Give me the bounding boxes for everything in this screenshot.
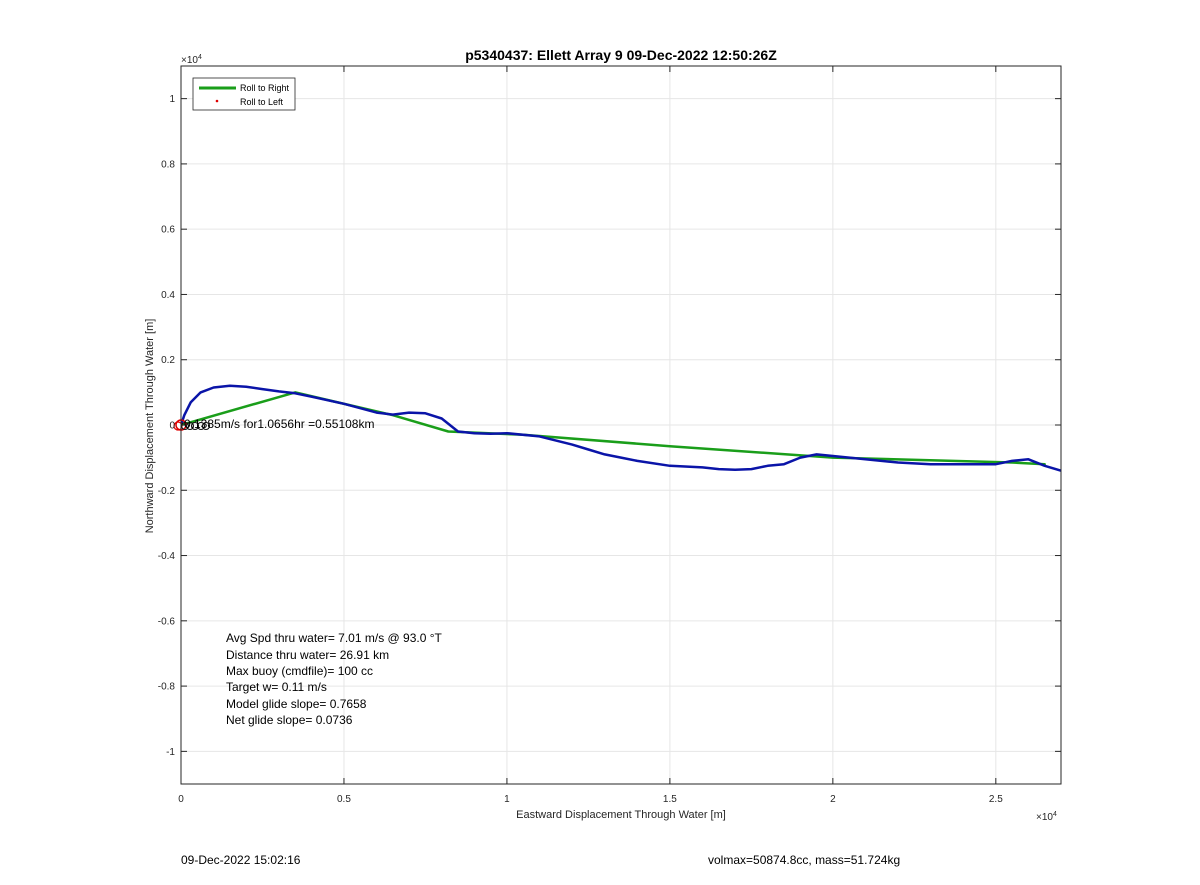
y-tick-label: -0.4 (158, 551, 176, 562)
footer-mass-info: volmax=50874.8cc, mass=51.724kg (708, 853, 901, 867)
grid-lines (180, 66, 1061, 784)
origin-marker-black (201, 421, 211, 431)
x-tick-label: 1.5 (663, 794, 677, 805)
y-tick-label: 0.4 (161, 290, 175, 301)
legend-box (192, 77, 296, 111)
y-tick-label: 0.6 (161, 225, 175, 236)
y-axis-ticks: -1 -0.8 -0.6 -0.4 -0.2 0 0.2 0.4 0.6 0.8 1 (158, 94, 1061, 758)
x-axis-ticks: 0 0.5 1 1.5 2 2.5 (178, 66, 1003, 805)
stats-line-distance: Distance thru water= 26.91 km (226, 648, 389, 662)
x-tick-label: 0 (178, 794, 184, 805)
origin-marker-black (196, 421, 206, 431)
y-tick-label: -0.2 (158, 486, 176, 497)
series-group (181, 384, 1061, 472)
y-tick-label: -1 (166, 747, 175, 758)
y-tick-label: 0.2 (161, 355, 175, 366)
x-tick-label: 2 (830, 794, 836, 805)
stats-line-net-glide: Net glide slope= 0.0736 (226, 713, 353, 727)
x-tick-label: 0.5 (337, 794, 351, 805)
x-tick-label: 1 (504, 794, 510, 805)
y-axis-label: Northward Displacement Through Water [m] (144, 319, 156, 534)
y-tick-label: 0 (169, 421, 175, 432)
stats-line-avg-speed: Avg Spd thru water= 7.01 m/s @ 93.0 °T (226, 631, 443, 645)
legend-swatch-roll-left (215, 99, 219, 103)
chart-title: p5340437: Ellett Array 9 09-Dec-2022 12:… (465, 47, 777, 63)
stats-line-max-buoy: Max buoy (cmdfile)= 100 cc (226, 664, 373, 678)
stats-line-target-w: Target w= 0.11 m/s (226, 680, 327, 694)
origin-annotation: 0.1385m/s for1.0656hr =0.55108km (184, 417, 374, 431)
x-tick-label: 2.5 (989, 794, 1003, 805)
stats-block: Avg Spd thru water= 7.01 m/s @ 93.0 °T D… (226, 631, 443, 727)
y-tick-label: -0.8 (158, 682, 176, 693)
x-axis-label: Eastward Displacement Through Water [m] (516, 809, 726, 821)
series-line-trajectory (181, 384, 1061, 472)
footer-timestamp: 09-Dec-2022 15:02:16 (181, 853, 301, 867)
x-axis-exponent: ×104 (1036, 811, 1057, 823)
origin-marker-black (185, 421, 195, 431)
legend: Roll to Right Roll to Left (192, 77, 296, 111)
y-tick-label: -0.6 (158, 616, 176, 627)
stats-line-model-glide: Model glide slope= 0.7658 (226, 697, 367, 711)
legend-label-roll-right: Roll to Right (240, 83, 290, 93)
origin-marker-black (190, 421, 200, 431)
y-tick-label: 1 (169, 94, 175, 105)
legend-label-roll-left: Roll to Left (240, 97, 284, 107)
y-tick-label: 0.8 (161, 159, 175, 170)
y-axis-exponent: ×104 (181, 54, 202, 66)
